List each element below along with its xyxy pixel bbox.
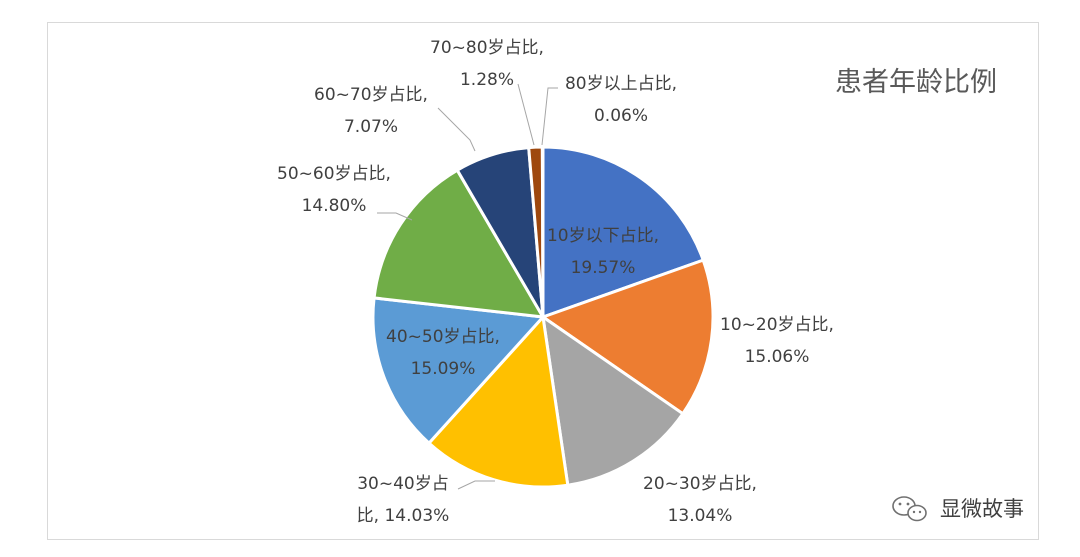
data-label-4: 30~40岁占比, 14.03% — [357, 474, 450, 526]
pie-slice-3 — [541, 315, 685, 487]
data-label-line1: 80岁以上占比, — [565, 74, 677, 94]
chart-title: 患者年龄比例 — [835, 67, 997, 98]
leader-lines — [377, 83, 558, 490]
data-label-line2: 13.04% — [668, 506, 733, 526]
data-label-line2: 19.57% — [571, 258, 636, 278]
pie-slice-9 — [540, 145, 545, 319]
pie-slice-5 — [371, 296, 545, 445]
data-label-8: 70~80岁占比, 1.28% — [430, 38, 544, 90]
pie-slice-4 — [427, 315, 570, 489]
data-label-line2: 1.28% — [460, 70, 514, 90]
data-label-line1: 70~80岁占比, — [430, 38, 544, 58]
pie-slices — [371, 145, 715, 489]
leader-line-7 — [437, 107, 476, 152]
data-label-line1: 60~70岁占比, — [314, 85, 428, 105]
data-label-line1: 10岁以下占比, — [547, 226, 659, 246]
pie-slice-1 — [541, 145, 705, 319]
leader-line-8 — [517, 83, 535, 146]
data-label-6: 50~60岁占比, 14.80% — [277, 164, 391, 216]
data-labels: 10岁以下占比, 19.57% 10~20岁占比, 15.06% 20~30岁占比, 13… — [277, 38, 834, 526]
watermark: 显微故事 — [892, 496, 1024, 522]
data-label-2: 10~20岁占比, 15.06% — [720, 315, 834, 367]
pie-slice-2 — [541, 258, 715, 416]
chart-frame — [47, 22, 1039, 540]
data-label-3: 20~30岁占比, 13.04% — [643, 474, 757, 526]
data-label-line2: 0.06% — [594, 106, 648, 126]
data-label-line2: 比, 14.03% — [357, 506, 450, 526]
data-label-9: 80岁以上占比, 0.06% — [565, 74, 677, 126]
data-label-7: 60~70岁占比, 7.07% — [314, 85, 428, 137]
leader-line-4 — [457, 480, 495, 490]
leader-line-9 — [541, 87, 558, 146]
data-label-line2: 15.06% — [745, 347, 810, 367]
data-label-5: 40~50岁占比, 15.09% — [386, 327, 500, 379]
leader-line-6 — [377, 212, 413, 221]
watermark-text: 显微故事 — [940, 497, 1024, 521]
data-label-line2: 14.80% — [302, 196, 367, 216]
data-label-line1: 40~50岁占比, — [386, 327, 500, 347]
data-label-line1: 30~40岁占 — [357, 474, 449, 494]
data-label-1: 10岁以下占比, 19.57% — [547, 226, 659, 278]
data-label-line1: 20~30岁占比, — [643, 474, 757, 494]
data-label-line2: 7.07% — [344, 117, 398, 137]
pie-slice-6 — [372, 168, 545, 319]
data-label-line2: 15.09% — [411, 359, 476, 379]
data-label-line1: 10~20岁占比, — [720, 315, 834, 335]
wechat-icon — [892, 496, 927, 522]
data-label-line1: 50~60岁占比, — [277, 164, 391, 184]
